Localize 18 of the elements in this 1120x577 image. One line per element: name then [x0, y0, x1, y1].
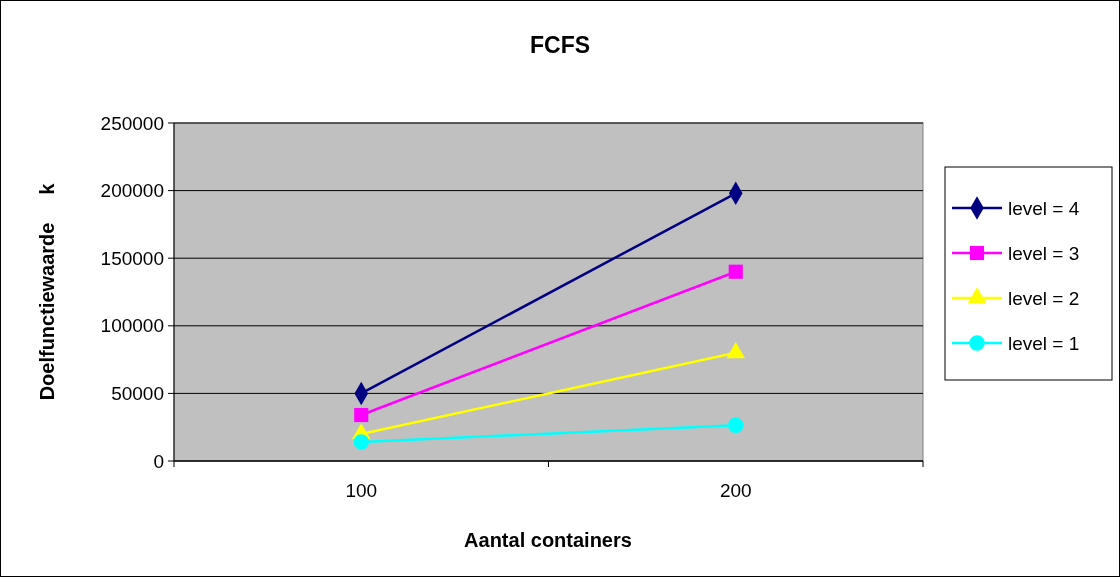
legend-label: level = 2 — [1008, 287, 1080, 309]
legend-label: level = 4 — [1008, 197, 1080, 219]
legend-label: level = 1 — [1008, 332, 1080, 354]
y-tick-label: 200000 — [100, 180, 164, 202]
chart-title: FCFS — [529, 32, 591, 58]
point — [728, 264, 743, 279]
point — [727, 417, 744, 433]
y-tick-label: 0 — [153, 450, 164, 472]
y-tick-label: 100000 — [100, 315, 164, 337]
y-axis-title: Doelfunctiewaarde k — [36, 182, 58, 401]
y-tick-label: 150000 — [100, 247, 164, 269]
legend-label: level = 3 — [1008, 242, 1080, 264]
y-tick-label: 50000 — [111, 383, 164, 405]
x-axis-title: Aantal containers — [464, 529, 632, 551]
x-tick-label: 200 — [719, 480, 752, 501]
y-tick-label: 250000 — [100, 112, 164, 134]
point — [354, 407, 369, 423]
x-tick-label: 100 — [345, 480, 378, 501]
